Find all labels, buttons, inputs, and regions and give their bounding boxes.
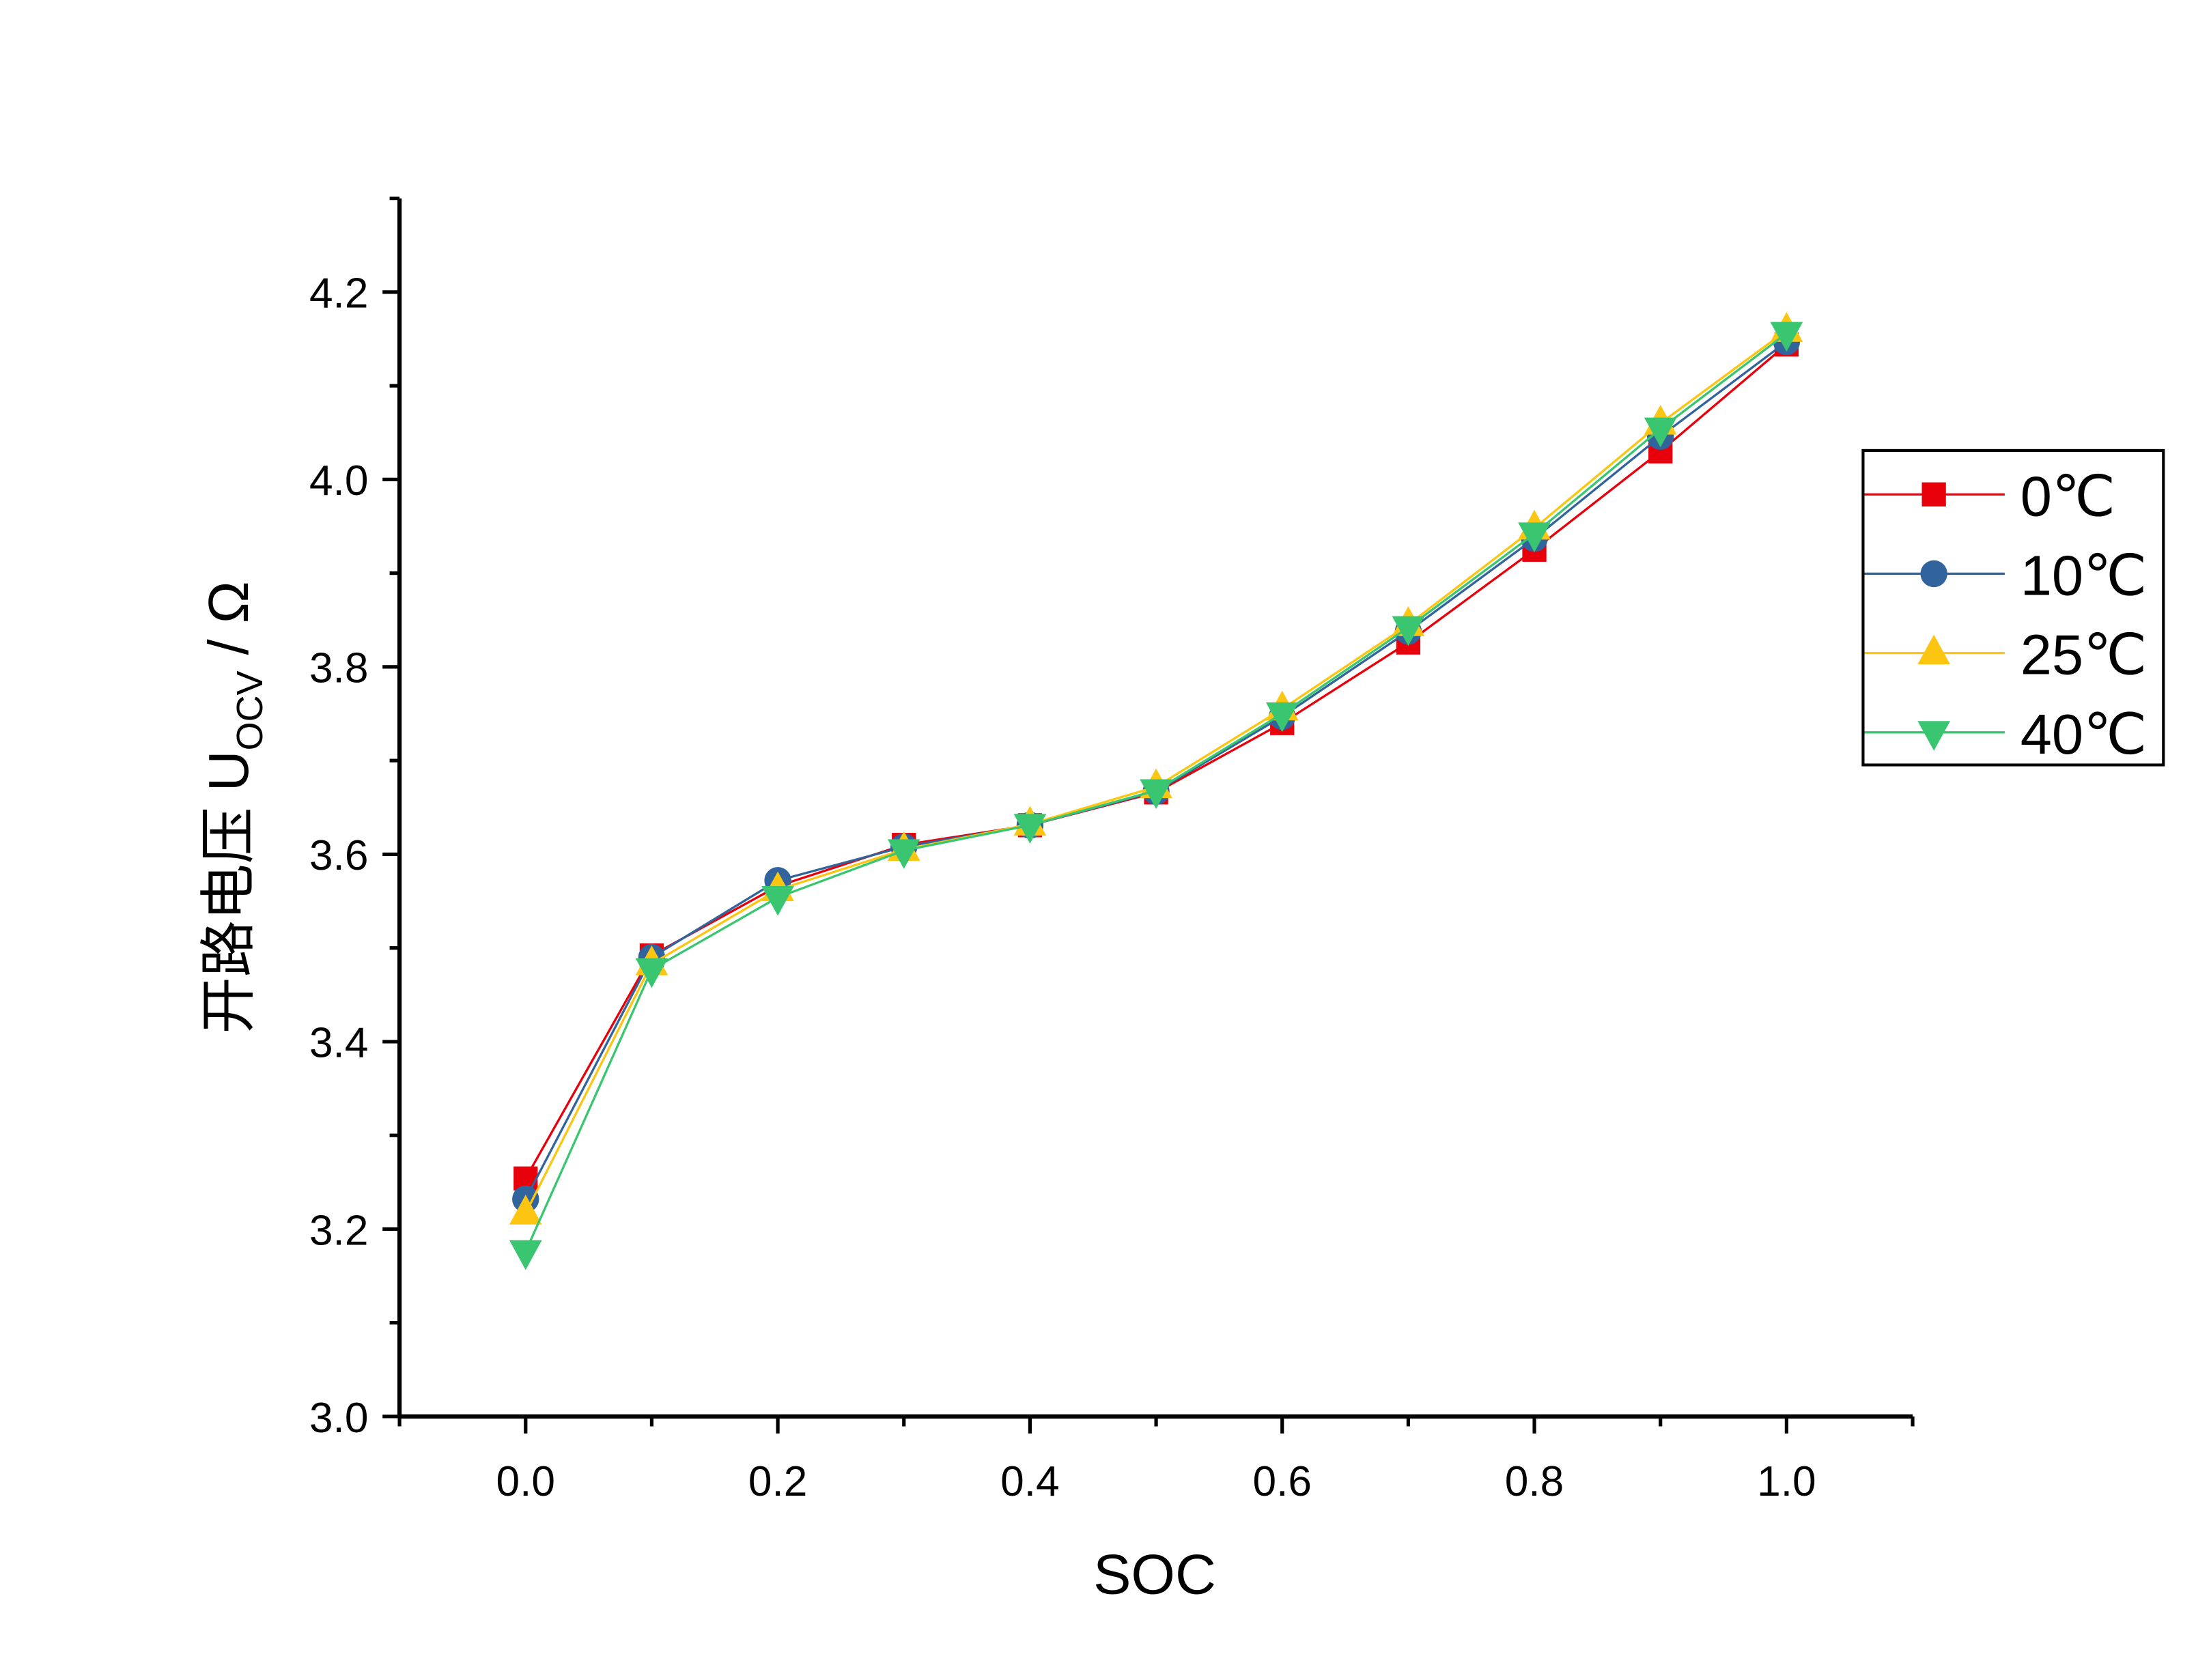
y-axis-label-subscript: OCV bbox=[229, 670, 270, 750]
y-tick-label: 3.8 bbox=[309, 645, 369, 692]
series-line bbox=[524, 343, 1788, 1180]
data-point bbox=[509, 1195, 542, 1225]
y-tick-label: 3.6 bbox=[309, 832, 369, 879]
legend-marker bbox=[1917, 634, 1951, 665]
axes: 3.0 3.2 3.4 3.6 3.8 4.0 4.2 0.0 0.2 0.4 0.6 0.8 1.0 bbox=[309, 197, 1915, 1505]
x-tick-label: 0.4 bbox=[1000, 1458, 1060, 1505]
y-axis-label-prefix: 开路电压 U bbox=[197, 750, 260, 1034]
legend-entry: 10℃ bbox=[1864, 544, 2147, 608]
y-axis-label: 开路电压 UOCV / Ω bbox=[197, 581, 270, 1034]
y-tick-label: 3.2 bbox=[309, 1207, 369, 1254]
legend: 0℃ 10℃ 25℃ 40℃ bbox=[1861, 449, 2165, 767]
y-tick-label: 3.0 bbox=[309, 1395, 369, 1442]
series-3 bbox=[509, 322, 1803, 1270]
legend-entry: 0℃ bbox=[1864, 464, 2115, 528]
x-tick-label: 1.0 bbox=[1757, 1458, 1816, 1505]
y-tick-label: 3.4 bbox=[309, 1020, 369, 1067]
y-tick-label: 4.0 bbox=[309, 457, 369, 504]
data-point bbox=[1013, 814, 1047, 844]
legend-entry: 40℃ bbox=[1864, 702, 2147, 766]
x-tick-label: 0.2 bbox=[748, 1458, 808, 1505]
legend-marker bbox=[1920, 560, 1947, 588]
legend-label: 0℃ bbox=[2021, 464, 2115, 528]
legend-marker bbox=[1917, 721, 1951, 751]
legend-entry: 25℃ bbox=[1864, 623, 2147, 687]
y-tick-label: 4.2 bbox=[309, 270, 369, 317]
data-point bbox=[1644, 417, 1677, 448]
series-0 bbox=[513, 332, 1799, 1191]
data-point bbox=[1770, 322, 1803, 352]
data-point bbox=[761, 885, 794, 916]
data-point bbox=[1140, 779, 1172, 810]
data-point bbox=[887, 839, 920, 869]
x-axis-label: SOC bbox=[1093, 1542, 1216, 1606]
data-point bbox=[509, 1240, 542, 1270]
y-axis-label-suffix: / Ω bbox=[197, 581, 260, 670]
x-tick-label: 0.8 bbox=[1505, 1458, 1564, 1505]
series-2 bbox=[509, 312, 1803, 1225]
x-tick-label: 0.0 bbox=[496, 1458, 556, 1505]
series-group bbox=[509, 312, 1803, 1270]
data-point bbox=[635, 958, 668, 988]
legend-label: 25℃ bbox=[2021, 623, 2148, 687]
legend-label: 40℃ bbox=[2021, 702, 2148, 766]
legend-marker bbox=[1922, 482, 1946, 507]
data-point bbox=[1265, 702, 1299, 732]
data-point bbox=[1392, 616, 1425, 646]
legend-label: 10℃ bbox=[2021, 544, 2148, 608]
x-tick-label: 0.6 bbox=[1252, 1458, 1312, 1505]
legend-box bbox=[1861, 449, 2165, 767]
data-point bbox=[1518, 522, 1551, 552]
